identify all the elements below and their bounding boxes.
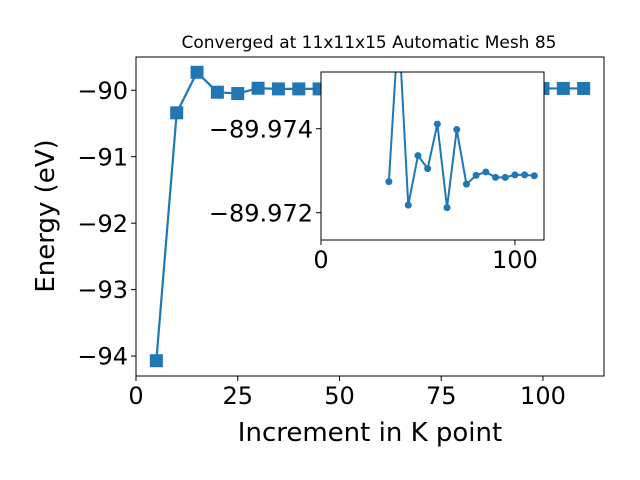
- inset-plot-border: [320, 71, 545, 241]
- main-plot-frame: [135, 56, 605, 377]
- main-data-point: [271, 82, 285, 96]
- inset-data-point: [530, 172, 538, 180]
- inset-x-tick-label: 100: [492, 246, 538, 274]
- main-y-tick-label: −94: [77, 343, 128, 371]
- main-data-point: [149, 354, 163, 368]
- inset-y-tick-label: −89.972: [209, 199, 313, 227]
- inset-data-point: [462, 180, 470, 188]
- main-data-point: [251, 81, 265, 95]
- inset-data-point: [443, 204, 451, 212]
- main-data-point: [210, 85, 224, 99]
- main-x-tick-label: 100: [520, 382, 566, 410]
- main-y-tick-label: −91: [77, 143, 128, 171]
- main-data-point: [190, 65, 204, 79]
- inset-data-point: [482, 168, 490, 176]
- main-x-ticks: 0 25 50 75 100: [128, 376, 566, 410]
- inset-y-ticks: −89.974 −89.972: [209, 115, 321, 227]
- inset-data-point: [385, 178, 393, 186]
- main-data-point: [292, 82, 306, 96]
- main-data-point: [170, 106, 184, 120]
- inset-y-tick-label: −89.974: [209, 115, 313, 143]
- inset-series-line: [387, 72, 535, 209]
- main-data-point: [556, 81, 570, 95]
- inset-series-group: [385, 72, 538, 212]
- inset-data-point: [492, 173, 500, 181]
- chart-title: Converged at 11x11x15 Automatic Mesh 85: [182, 33, 557, 53]
- y-axis-label: Energy (eV): [31, 139, 61, 292]
- main-data-point: [577, 81, 591, 95]
- inset-data-point: [472, 171, 480, 179]
- inset-data-point: [433, 120, 441, 128]
- main-data-point: [231, 87, 245, 101]
- main-y-tick-label: −93: [77, 276, 128, 304]
- inset-series-clip-group: [385, 72, 538, 212]
- main-x-tick-label: 50: [324, 382, 355, 410]
- inset-axes: 0 100 −89.974 −89.972: [209, 71, 545, 274]
- inset-data-point: [404, 201, 412, 209]
- main-y-tick-label: −90: [77, 77, 128, 105]
- inset-x-tick-label: 0: [313, 246, 328, 274]
- main-x-tick-label: 0: [128, 382, 143, 410]
- main-x-tick-label: 75: [426, 382, 457, 410]
- inset-x-ticks: 0 100: [313, 240, 538, 274]
- main-y-tick-label: −92: [77, 210, 128, 238]
- main-x-tick-label: 25: [222, 382, 253, 410]
- inset-data-point: [453, 126, 461, 134]
- main-y-ticks: −94 −93 −92 −91 −90: [77, 77, 136, 371]
- inset-data-point: [501, 173, 509, 181]
- inset-data-point: [424, 165, 432, 173]
- x-axis-label: Increment in K point: [238, 418, 502, 448]
- inset-data-point: [414, 152, 422, 160]
- inset-data-point: [521, 171, 529, 179]
- inset-data-point: [511, 171, 519, 179]
- inset-plot-frame: [320, 71, 545, 241]
